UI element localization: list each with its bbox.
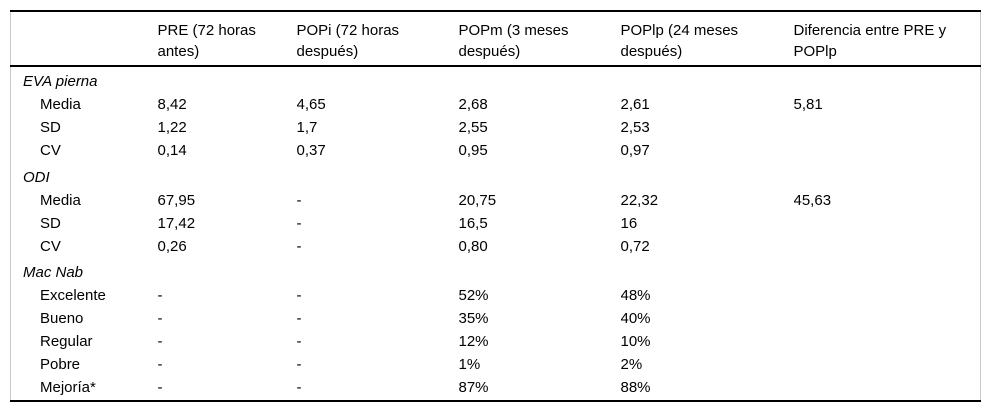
results-table: PRE (72 horas antes) POPi (72 horas desp…	[10, 10, 981, 402]
value-cell: -	[296, 333, 302, 350]
value-cell: 0,97	[620, 142, 650, 159]
value-cell: -	[157, 356, 163, 373]
value-cell: 40%	[620, 310, 651, 327]
value-cell: 17,42	[157, 214, 196, 232]
value-cell: -	[296, 379, 302, 396]
section-header-row: Mac Nab	[11, 258, 981, 285]
table-row: Media 8,42 4,65 2,68 2,61 5,81	[11, 94, 981, 117]
value-cell: 1,7	[296, 119, 318, 136]
row-label: SD	[40, 214, 61, 232]
row-label: Excelente	[40, 287, 106, 304]
row-label: Regular	[40, 333, 93, 350]
row-label: Media	[40, 96, 81, 113]
row-label: Mejoría*	[40, 379, 96, 396]
value-cell: 2%	[620, 356, 643, 373]
column-header-diferencia: Diferencia entre PRE y POPlp	[793, 11, 981, 67]
value-cell: 4,65	[296, 96, 326, 113]
table-body: EVA pierna Media 8,42 4,65 2,68 2,61 5,81 SD 1,2…	[11, 66, 981, 401]
table-row: CV 0,26 - 0,80 0,72	[11, 235, 981, 258]
value-cell: 20,75	[458, 191, 497, 209]
paper-table-container: PRE (72 horas antes) POPi (72 horas desp…	[10, 10, 981, 402]
value-cell	[794, 212, 981, 235]
value-cell: 35%	[458, 310, 489, 327]
value-cell: -	[296, 287, 302, 304]
table-row: Regular - - 12% 10%	[11, 331, 981, 354]
row-label: CV	[40, 142, 61, 159]
column-header-popm: POPm (3 meses después)	[458, 11, 621, 67]
row-label: Bueno	[40, 310, 84, 327]
value-cell: -	[296, 237, 302, 255]
section-header-row: ODI	[11, 163, 981, 190]
column-header-popi: POPi (72 horas después)	[296, 11, 459, 67]
table-row: Media 67,95 - 20,75 22,32 45,63	[11, 189, 981, 212]
column-header-empty	[10, 11, 158, 67]
value-cell: 87%	[458, 379, 489, 396]
table-row: CV 0,14 0,37 0,95 0,97	[11, 140, 981, 163]
section-header-row: EVA pierna	[11, 66, 981, 94]
value-cell: 12%	[458, 333, 489, 350]
value-cell	[794, 235, 981, 258]
value-cell: 5,81	[793, 96, 823, 113]
value-cell	[794, 140, 981, 163]
row-label: Media	[40, 191, 81, 209]
table-row: Mejoría* - - 87% 88%	[11, 377, 981, 401]
row-label: SD	[40, 119, 61, 136]
value-cell	[794, 354, 981, 377]
value-cell: 16,5	[458, 214, 488, 232]
table-row: SD 1,22 1,7 2,55 2,53	[11, 117, 981, 140]
value-cell: 2,61	[620, 96, 650, 113]
table-row: Bueno - - 35% 40%	[11, 308, 981, 331]
row-label: CV	[40, 237, 61, 255]
value-cell: 0,37	[296, 142, 326, 159]
value-cell: 1%	[458, 356, 481, 373]
value-cell: 52%	[458, 287, 489, 304]
value-cell: 16	[620, 214, 638, 232]
header-row: PRE (72 horas antes) POPi (72 horas desp…	[10, 11, 981, 67]
value-cell: 88%	[620, 379, 651, 396]
value-cell	[794, 117, 981, 140]
value-cell: -	[157, 379, 163, 396]
value-cell: 2,53	[620, 119, 650, 136]
value-cell	[794, 331, 981, 354]
value-cell: -	[296, 191, 302, 209]
value-cell: 22,32	[620, 191, 659, 209]
value-cell: 0,26	[157, 237, 187, 255]
value-cell: 0,95	[458, 142, 488, 159]
value-cell: 0,72	[620, 237, 650, 255]
value-cell: -	[296, 214, 302, 232]
section-label: EVA pierna	[23, 73, 98, 90]
row-label: Pobre	[40, 356, 81, 373]
table-row: SD 17,42 - 16,5 16	[11, 212, 981, 235]
value-cell	[794, 308, 981, 331]
value-cell: -	[157, 287, 163, 304]
section-label: ODI	[23, 168, 50, 186]
table-row: Excelente - - 52% 48%	[11, 285, 981, 308]
table-row: Pobre - - 1% 2%	[11, 354, 981, 377]
value-cell: 67,95	[157, 191, 196, 209]
section-label: Mac Nab	[23, 264, 84, 281]
value-cell: 0,14	[157, 142, 187, 159]
column-header-pre: PRE (72 horas antes)	[157, 11, 297, 67]
column-header-poplp: POPlp (24 meses después)	[620, 11, 794, 67]
value-cell	[794, 377, 981, 401]
value-cell: 45,63	[793, 191, 832, 209]
value-cell: 1,22	[157, 119, 187, 136]
value-cell: -	[157, 310, 163, 327]
value-cell	[794, 285, 981, 308]
value-cell: 48%	[620, 287, 651, 304]
value-cell: -	[296, 356, 302, 373]
value-cell: -	[157, 333, 163, 350]
value-cell: -	[296, 310, 302, 327]
value-cell: 2,68	[458, 96, 488, 113]
value-cell: 0,80	[458, 237, 488, 255]
value-cell: 2,55	[458, 119, 488, 136]
value-cell: 8,42	[157, 96, 187, 113]
value-cell: 10%	[620, 333, 651, 350]
